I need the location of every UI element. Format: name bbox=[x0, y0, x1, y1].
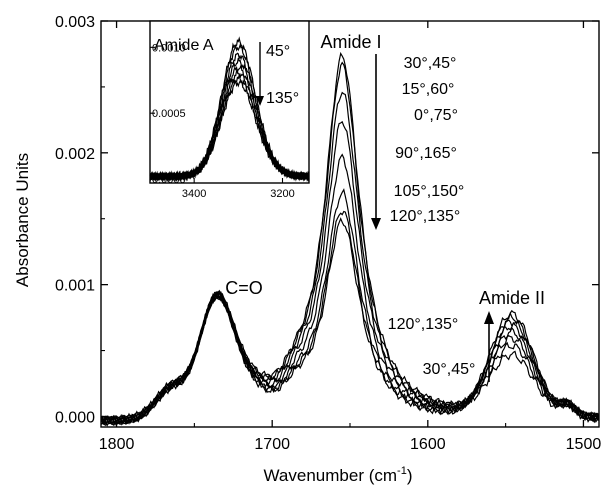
inset-arrow-top-label: 45° bbox=[266, 43, 290, 60]
x-tick-label: 1600 bbox=[410, 436, 446, 453]
amide2-bottom-label: 30°,45° bbox=[423, 361, 476, 378]
inset-background bbox=[150, 21, 309, 183]
x-tick-label: 1800 bbox=[99, 436, 135, 453]
amide1-series-label: 120°,135° bbox=[390, 208, 461, 225]
amide1-series-label: 90°,165° bbox=[395, 145, 457, 162]
inset-spectra bbox=[149, 36, 310, 183]
inset-spectrum-series bbox=[149, 79, 310, 183]
x-axis-title-text: Wavenumber (cm bbox=[264, 466, 398, 485]
carbonyl-label: C=O bbox=[225, 278, 263, 298]
inset-y-tick-label: 0.0000 bbox=[152, 174, 186, 186]
main-spectra bbox=[100, 51, 600, 427]
amide2-top-label: 120°,135° bbox=[388, 316, 459, 333]
main-spectrum-series bbox=[100, 217, 600, 427]
amide1-series-label: 15°,60° bbox=[402, 81, 455, 98]
main-plot: 1800 1700 1600 1500 0.000 0.001 0.002 0.003 bbox=[55, 14, 601, 453]
x-tick-label: 1700 bbox=[254, 436, 290, 453]
amide1-series-label: 105°,150° bbox=[394, 183, 465, 200]
main-spectrum-series bbox=[100, 210, 600, 426]
x-axis-title-tail: ) bbox=[407, 466, 413, 485]
main-spectrum-series bbox=[100, 120, 600, 427]
y-tick-label: 0.003 bbox=[55, 14, 95, 31]
inset-plot-frame bbox=[149, 20, 310, 184]
x-axis-title-sup: -1 bbox=[397, 465, 407, 477]
y-tick-label: 0.000 bbox=[55, 409, 95, 426]
main-spectrum-series bbox=[100, 153, 600, 427]
inset-title: Amide A bbox=[154, 37, 214, 54]
inset-axis-ticks: 3400 3200 0.0000 0.0005 0.0010 bbox=[150, 42, 295, 200]
amide2-arrow bbox=[484, 311, 494, 382]
amide1-series-labels: 30°,45° 15°,60° 0°,75° 90°,165° 105°,150° 120… bbox=[390, 55, 465, 225]
inset-y-tick-label: 0.0010 bbox=[152, 42, 186, 54]
inset-arrow bbox=[256, 42, 264, 106]
y-tick-label: 0.001 bbox=[55, 278, 95, 295]
amide1-arrow bbox=[371, 54, 381, 230]
x-axis-title: Wavenumber (cm-1) bbox=[264, 465, 413, 485]
inset-x-tick-label: 3200 bbox=[270, 188, 294, 200]
inset-x-tick-label: 3400 bbox=[182, 188, 206, 200]
y-tick-label: 0.002 bbox=[55, 146, 95, 163]
inset-spectrum-series bbox=[149, 74, 310, 183]
amide1-series-label: 30°,45° bbox=[404, 55, 457, 72]
inset-y-tick-label: 0.0005 bbox=[152, 108, 186, 120]
y-axis-title: Absorbance Units bbox=[13, 153, 32, 287]
inset-plot: 3400 3200 0.0000 0.0005 0.0010 bbox=[149, 20, 310, 200]
inset-arrow-bottom-label: 135° bbox=[266, 90, 299, 107]
amide2-label: Amide II bbox=[479, 288, 545, 308]
amide1-series-label: 0°,75° bbox=[414, 107, 458, 124]
main-axis-ticks: 1800 1700 1600 1500 0.000 0.001 0.002 0.003 bbox=[55, 14, 601, 453]
amide1-label: Amide I bbox=[320, 32, 381, 52]
x-tick-label: 1500 bbox=[566, 436, 602, 453]
